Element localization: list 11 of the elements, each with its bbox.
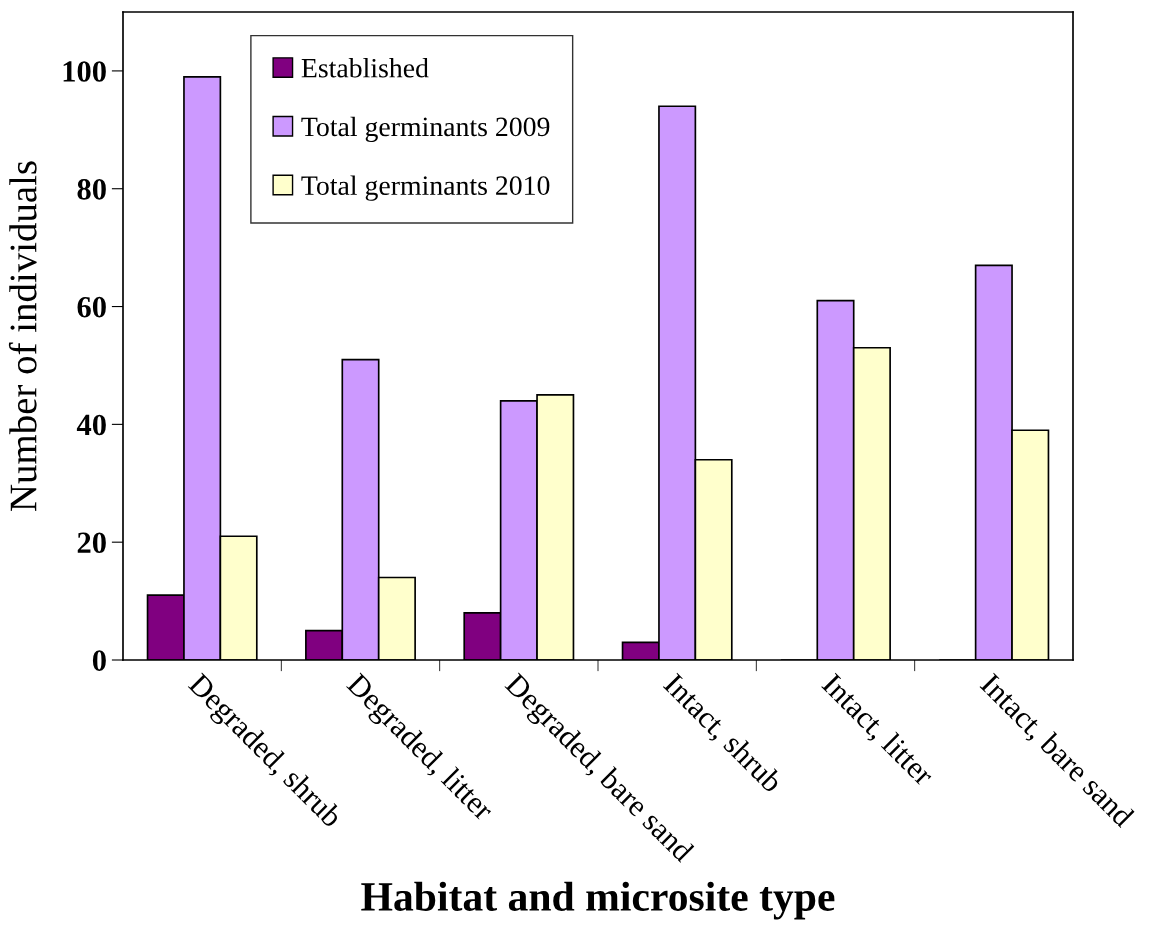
y-tick-label: 0 — [92, 650, 106, 671]
y-tick-label: 80 — [77, 179, 106, 200]
y-axis-title: Number of individuals — [8, 161, 37, 511]
y-tick-label: 100 — [63, 61, 106, 82]
legend-label: Total germinants 2010 — [301, 175, 550, 201]
legend-label: Established — [301, 58, 429, 78]
y-tick-label: 40 — [76, 414, 106, 436]
x-axis-title: Habitat and microsite type — [361, 881, 835, 920]
legend-label: Total germinants 2009 — [301, 116, 550, 142]
y-tick-label: 20 — [77, 532, 106, 554]
y-tick-label: 60 — [77, 296, 106, 318]
